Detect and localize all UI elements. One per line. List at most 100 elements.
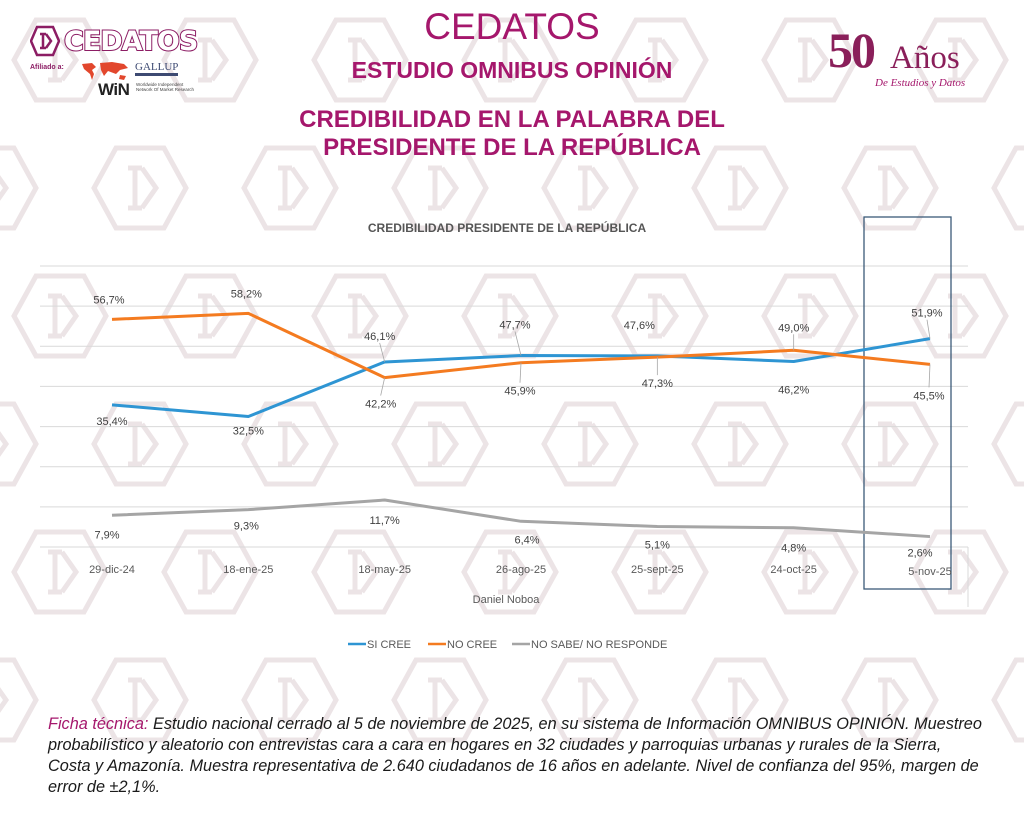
- data-label: 51,9%: [911, 308, 942, 320]
- x-axis-ticks: 29-dic-24 18-ene-25 18-may-25 26-ago-25 25-s…: [89, 564, 952, 578]
- watermark-emblem-icon: [841, 145, 939, 231]
- watermark-emblem-icon: [541, 145, 639, 231]
- x-tick-label: 18-ene-25: [223, 564, 273, 576]
- leader-line: [519, 362, 522, 383]
- watermark-emblem-icon: [0, 401, 39, 487]
- data-label: 4,8%: [781, 543, 806, 555]
- watermark-emblem-icon: [311, 529, 409, 615]
- watermark-emblem-icon: [611, 17, 709, 103]
- watermark-emblem-icon: [761, 529, 859, 615]
- x-tick-label: 5-nov-25: [908, 566, 951, 578]
- watermark-emblem-icon: [991, 657, 1024, 743]
- legend-item: NO CREE: [428, 639, 497, 651]
- watermark-emblem-icon: [11, 529, 109, 615]
- watermark-emblem-icon: [911, 17, 1009, 103]
- data-label: 46,1%: [364, 331, 395, 343]
- watermark-emblem-icon: [11, 273, 109, 359]
- watermark-emblem-icon: [541, 401, 639, 487]
- watermark-emblem-icon: [841, 401, 939, 487]
- highlight-box: [863, 216, 952, 590]
- watermark-emblem-icon: [611, 529, 709, 615]
- data-label: 56,7%: [93, 294, 124, 306]
- watermark-emblem-icon: [911, 529, 1009, 615]
- cedatos-emblem-icon: [30, 25, 60, 57]
- watermark-emblem-icon: [241, 401, 339, 487]
- data-label: 58,2%: [231, 288, 262, 300]
- label-leader-lines: [379, 319, 931, 396]
- watermark-emblem-icon: [91, 657, 189, 743]
- leader-line: [928, 364, 931, 388]
- leader-line: [514, 331, 522, 356]
- topic-title-line-2: PRESIDENTE DE LA REPÚBLICA: [323, 134, 701, 161]
- data-label: 45,9%: [504, 386, 535, 398]
- watermark-emblem-icon: [461, 17, 559, 103]
- topic-title-line-1: CREDIBILIDAD EN LA PALABRA DEL: [299, 106, 725, 133]
- watermark-emblem-icon: [391, 145, 489, 231]
- gallup-logo: GALLUP: [135, 62, 179, 76]
- watermark-emblem-icon: [761, 17, 859, 103]
- cedatos-logo: CEDATOS Afiliado a: GALLUP WiN Worldwide…: [30, 22, 205, 102]
- watermark-emblem-icon: [691, 401, 789, 487]
- win-tagline: Worldwide Independent Network Of Market …: [136, 82, 195, 92]
- data-label: 2,6%: [907, 548, 932, 560]
- anniversary-word: Años: [890, 40, 960, 76]
- data-label: 46,2%: [778, 385, 809, 397]
- watermark-emblem-icon: [541, 657, 639, 743]
- anniversary-number: 50: [828, 22, 876, 78]
- watermark-emblem-icon: [991, 145, 1024, 231]
- legend: SI CREE NO CREE NO SABE/ NO RESPONDE: [348, 639, 667, 651]
- affiliation-label: Afiliado a:: [30, 64, 64, 71]
- leader-line: [926, 319, 931, 339]
- data-label: 47,7%: [499, 320, 530, 332]
- technical-note: Ficha técnica: Estudio nacional cerrado …: [48, 714, 988, 798]
- watermark-emblem-icon: [691, 657, 789, 743]
- watermark-emblem-icon: [841, 657, 939, 743]
- legend-item: NO SABE/ NO RESPONDE: [512, 639, 667, 651]
- chart-title: CREDIBILIDAD PRESIDENTE DE LA REPÚBLICA: [368, 220, 647, 235]
- data-label: 47,6%: [624, 320, 655, 332]
- data-label: 49,0%: [778, 322, 809, 334]
- x-axis-title: Daniel Noboa: [473, 594, 541, 606]
- legend-label: NO CREE: [447, 639, 497, 651]
- leader-line: [379, 342, 386, 363]
- series-line-no-sabe-no-responde: [111, 498, 931, 539]
- data-label: 32,5%: [233, 426, 264, 438]
- data-label: 45,5%: [913, 390, 944, 402]
- watermark-emblem-icon: [461, 529, 559, 615]
- leader-line: [380, 377, 386, 396]
- watermark-emblem-icon: [161, 529, 259, 615]
- watermark-emblem-icon: [391, 657, 489, 743]
- watermark-emblem-icon: [91, 145, 189, 231]
- technical-note-text: Estudio nacional cerrado al 5 de noviemb…: [48, 715, 982, 796]
- x-tick-label: 25-sept-25: [631, 564, 684, 576]
- topic-title: CREDIBILIDAD EN LA PALABRA DEL PRESIDENT…: [0, 106, 1024, 162]
- data-labels: 35,4% 32,5% 46,1% 47,7% 47,6% 46,2% 51,9% 56,7%…: [93, 288, 944, 559]
- data-label: 9,3%: [234, 521, 259, 533]
- watermark-emblem-icon: [241, 145, 339, 231]
- data-label: 47,3%: [642, 378, 673, 390]
- legend-label: SI CREE: [367, 639, 411, 651]
- line-chart: CREDIBILIDAD PRESIDENTE DE LA REPÚBLICA …: [40, 216, 969, 651]
- watermark-emblem-icon: [311, 17, 409, 103]
- x-tick-label: 24-oct-25: [770, 564, 816, 576]
- gridlines: [40, 265, 969, 607]
- page-title: CEDATOS: [424, 6, 600, 47]
- x-tick-label: 26-ago-25: [496, 564, 546, 576]
- logo-brand-text: CEDATOS: [63, 25, 199, 58]
- x-tick-label: 18-may-25: [358, 564, 411, 576]
- technical-note-lead: Ficha técnica:: [48, 715, 149, 733]
- watermark-emblem-icon: [391, 401, 489, 487]
- data-label: 35,4%: [96, 416, 127, 428]
- legend-label: NO SABE/ NO RESPONDE: [531, 639, 667, 651]
- logo-brand: CEDATOS: [30, 22, 199, 60]
- watermark-emblem-icon: [0, 145, 39, 231]
- legend-item: SI CREE: [348, 639, 411, 651]
- data-label: 6,4%: [514, 534, 539, 546]
- page-subtitle: ESTUDIO OMNIBUS OPINIÓN: [351, 57, 673, 83]
- data-label: 42,2%: [365, 399, 396, 411]
- watermark-emblem-icon: [691, 145, 789, 231]
- win-logo: WiN: [98, 80, 130, 99]
- data-label: 5,1%: [645, 540, 670, 552]
- watermark-emblem-icon: [0, 657, 39, 743]
- data-label: 7,9%: [94, 529, 119, 541]
